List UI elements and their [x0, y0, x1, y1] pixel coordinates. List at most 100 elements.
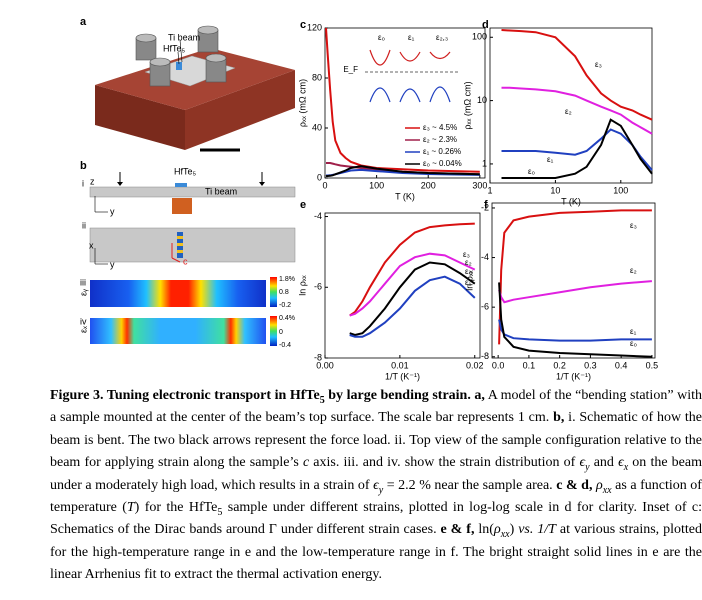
- inset-label: ε₂,₃: [436, 33, 448, 42]
- plot-frame: [491, 202, 656, 359]
- colorbar-label: 0.8: [279, 289, 289, 296]
- caption-text: ) for the HfTe: [134, 500, 218, 516]
- series-label: ε₂: [630, 266, 637, 275]
- colorbar-label: -0.4: [279, 342, 291, 349]
- caption-text: e & f,: [440, 522, 475, 538]
- data-line: [349, 222, 475, 317]
- caption-text: ϵ: [373, 477, 379, 493]
- data-line: [349, 252, 476, 317]
- colorbar-label: 0.4%: [279, 315, 295, 322]
- y-tick-label: -6: [481, 302, 489, 312]
- caption-text: ϵ: [579, 455, 586, 471]
- y-tick-label: -8: [314, 352, 322, 362]
- data-line: [498, 319, 652, 342]
- y-tick-label: 120: [307, 22, 322, 32]
- row-label: i: [82, 178, 84, 188]
- caption-text: x: [623, 462, 629, 474]
- strain-label: εᵧ: [78, 289, 88, 296]
- x-tick-label: 0.2: [553, 360, 566, 370]
- row-label: iii: [80, 277, 86, 287]
- caption-text: xx: [602, 484, 612, 496]
- y-tick-label: -2: [481, 202, 489, 212]
- axis-letter: y: [110, 259, 115, 269]
- series-label: ε₁: [547, 155, 554, 164]
- axis-letter: z: [90, 176, 95, 186]
- panel-letter: a: [80, 16, 87, 28]
- caption-text: ϵ: [618, 455, 624, 471]
- axis-letter: c: [183, 256, 188, 266]
- series-label: ε₁: [465, 278, 472, 287]
- x-tick-label: 1: [487, 185, 492, 195]
- data-line: [498, 282, 652, 358]
- x-tick-label: 0.01: [391, 360, 409, 370]
- y-tick-label: -4: [481, 252, 489, 262]
- figure: a Ti beam HfTe₅ b i ii iii iv: [78, 16, 659, 381]
- x-tick-label: 10: [550, 185, 560, 195]
- series-label: ε₃: [463, 250, 470, 259]
- x-tick-label: 300: [472, 180, 487, 190]
- row-label: ii: [82, 220, 86, 230]
- caption-text: T: [126, 500, 135, 516]
- x-tick-label: 0.02: [466, 360, 484, 370]
- series-label: ε₂: [465, 258, 472, 267]
- inset-label: ε₀: [378, 33, 385, 42]
- strain-label: εₓ: [78, 326, 88, 333]
- data-line: [501, 128, 653, 171]
- inset-label: ε₁: [408, 33, 415, 42]
- data-line: [349, 261, 476, 337]
- caption-text: ): [509, 522, 519, 538]
- beam-label: Ti beam: [168, 32, 200, 42]
- caption-text: at various strains, plotted for the high…: [50, 522, 702, 583]
- x-tick-label: 0.1: [523, 360, 536, 370]
- caption-text: Figure 3. Tuning electronic transport in…: [50, 388, 320, 403]
- y-tick-label: -8: [481, 351, 489, 361]
- legend-label: ε₀ ~ 0.04%: [423, 159, 462, 168]
- beam-label: Ti beam: [205, 186, 237, 196]
- series-label: ε₀: [528, 167, 535, 176]
- row-label: iv: [80, 316, 87, 326]
- plot-frame: [324, 27, 486, 179]
- colorbar-label: -0.2: [279, 302, 291, 309]
- plot-frame: [489, 27, 653, 184]
- caption-text: c: [302, 455, 310, 471]
- panel-letter: d: [482, 19, 489, 31]
- panel-letter: b: [80, 160, 87, 172]
- y-tick-label: 0: [317, 172, 322, 182]
- caption-text: xx: [500, 529, 510, 541]
- series-label: ε₃: [595, 60, 602, 69]
- sample-label: HfTe₅: [174, 166, 197, 176]
- caption-text: on the beam under a moderately high load…: [50, 455, 702, 493]
- data-line: [498, 280, 652, 304]
- x-axis-label: T (K): [561, 196, 581, 206]
- caption-text: as a function of temperature (: [50, 477, 702, 516]
- y-tick-label: 80: [312, 72, 322, 82]
- x-tick-label: 0.0: [492, 360, 505, 370]
- series-label: ε₀: [465, 267, 472, 276]
- caption-text: and: [589, 455, 619, 471]
- colorbar-label: 0: [279, 329, 283, 336]
- dirac-inset: [365, 49, 460, 103]
- x-tick-label: 0.5: [646, 360, 659, 370]
- colorbar-label: 1.8%: [279, 276, 295, 283]
- series-label: ε₁: [630, 327, 637, 336]
- caption-text: vs. 1/T: [518, 522, 556, 538]
- beam-schematic: [89, 172, 296, 346]
- series-label: ε₃: [630, 221, 637, 230]
- caption-text: axis. iii. and iv. show the strain distr…: [309, 455, 580, 471]
- legend-label: ε₁ ~ 0.26%: [423, 147, 461, 156]
- data-line: [501, 118, 653, 179]
- x-tick-label: 0.3: [584, 360, 597, 370]
- x-tick-label: 0.00: [316, 360, 334, 370]
- caption-text: sample under different strains, plotted …: [50, 500, 702, 538]
- y-axis-label: ln ρₓₓ: [297, 275, 307, 296]
- panel-letter: e: [300, 199, 306, 211]
- data-line: [349, 275, 476, 338]
- caption-text: 5: [217, 506, 223, 518]
- x-axis-label: 1/T (K⁻¹): [385, 371, 420, 381]
- plot-frame: [324, 212, 481, 359]
- axis-letter: y: [110, 206, 115, 216]
- y-tick-label: 100: [472, 32, 487, 42]
- y-tick-label: 1: [482, 158, 487, 168]
- axis-letter: x: [89, 240, 94, 250]
- y-tick-label: 40: [312, 122, 322, 132]
